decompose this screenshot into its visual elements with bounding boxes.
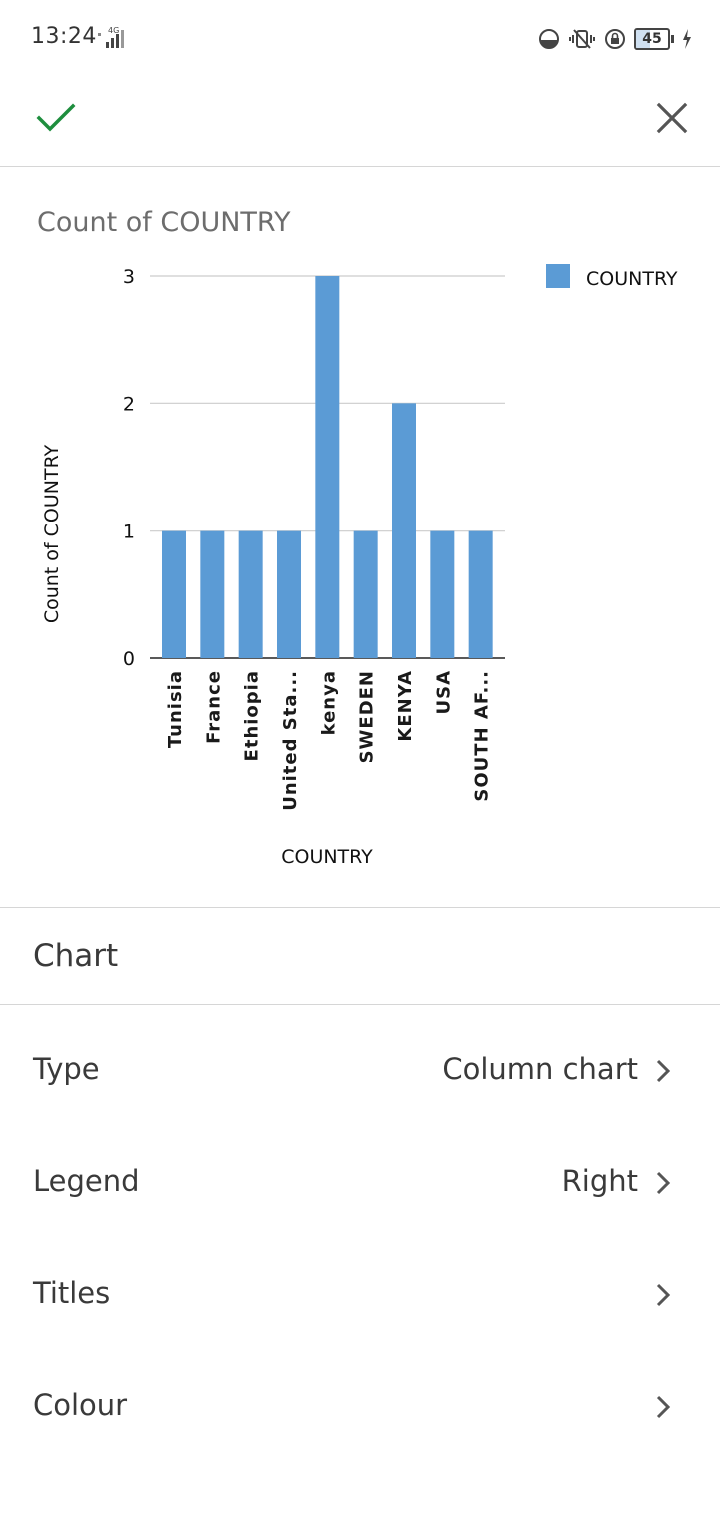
x-tick-label: Ethiopia (242, 670, 263, 761)
bar-1 (200, 530, 225, 658)
x-axis-title: COUNTRY (281, 846, 373, 868)
status-bar: 13:24 4G 45 (0, 0, 720, 76)
confirm-button[interactable] (26, 88, 86, 148)
rotation-lock-icon (605, 29, 625, 49)
chevron-right-icon (656, 1059, 671, 1083)
setting-value: Right (561, 1164, 638, 1198)
setting-label: Colour (33, 1388, 128, 1422)
x-tick-label: KENYA (395, 670, 416, 742)
bar-6 (392, 403, 416, 658)
bar-4 (315, 276, 340, 658)
column-chart: 0 1 2 3 Tunisia France Ethiopia United Sta... ke… (41, 264, 678, 868)
vibrate-icon (569, 29, 595, 49)
y-tick-label: 0 (123, 648, 135, 670)
status-time: 13:24 (31, 24, 97, 49)
setting-label: Legend (33, 1164, 140, 1198)
signal-icon: 4G (98, 26, 134, 50)
chart-editor-header (0, 76, 720, 167)
chart-title: Count of COUNTRY (37, 207, 291, 238)
chevron-right-icon (656, 1283, 671, 1307)
close-icon (656, 102, 688, 134)
setting-row-titles[interactable]: Titles (0, 1236, 720, 1348)
chart-preview[interactable]: Count of COUNTRY 0 1 2 3 Tunisia France Ethiop… (0, 167, 720, 908)
x-tick-label: Tunisia (165, 670, 186, 748)
charging-icon (683, 29, 691, 49)
setting-row-colour[interactable]: Colour (0, 1348, 720, 1460)
x-tick-label: France (203, 670, 224, 744)
setting-label: Type (33, 1052, 100, 1086)
x-tick-label: USA (433, 670, 454, 715)
x-tick-label: United Sta... (280, 670, 301, 811)
chevron-right-icon (656, 1171, 671, 1195)
section-title: Chart (33, 938, 119, 974)
setting-label: Titles (33, 1276, 111, 1310)
check-icon (36, 103, 76, 132)
legend-label: COUNTRY (586, 268, 678, 290)
x-tick-label: SOUTH AF... (472, 670, 493, 802)
chevron-right-icon (656, 1395, 671, 1419)
x-tick-label: kenya (318, 670, 339, 735)
y-axis-title: Count of COUNTRY (41, 444, 63, 623)
status-icons: 45 (538, 26, 692, 52)
bar-2 (238, 530, 263, 658)
battery-level: 45 (642, 31, 662, 47)
setting-row-legend[interactable]: Legend Right (0, 1124, 720, 1236)
bar-0 (162, 530, 186, 658)
network-type: 4G (108, 26, 120, 35)
y-tick-label: 1 (123, 521, 135, 543)
bar-3 (277, 530, 301, 658)
bar-8 (468, 530, 493, 658)
bar-5 (353, 530, 378, 658)
bar-7 (430, 530, 455, 658)
battery-icon: 45 (634, 28, 674, 50)
data-saver-icon (539, 29, 559, 49)
y-tick-label: 2 (123, 393, 135, 415)
setting-value: Column chart (442, 1052, 638, 1086)
divider (0, 1004, 720, 1005)
legend-swatch (546, 264, 570, 288)
setting-row-type[interactable]: Type Column chart (0, 1012, 720, 1124)
x-tick-label: SWEDEN (357, 670, 378, 763)
y-tick-label: 3 (123, 266, 135, 288)
close-button[interactable] (642, 88, 702, 148)
